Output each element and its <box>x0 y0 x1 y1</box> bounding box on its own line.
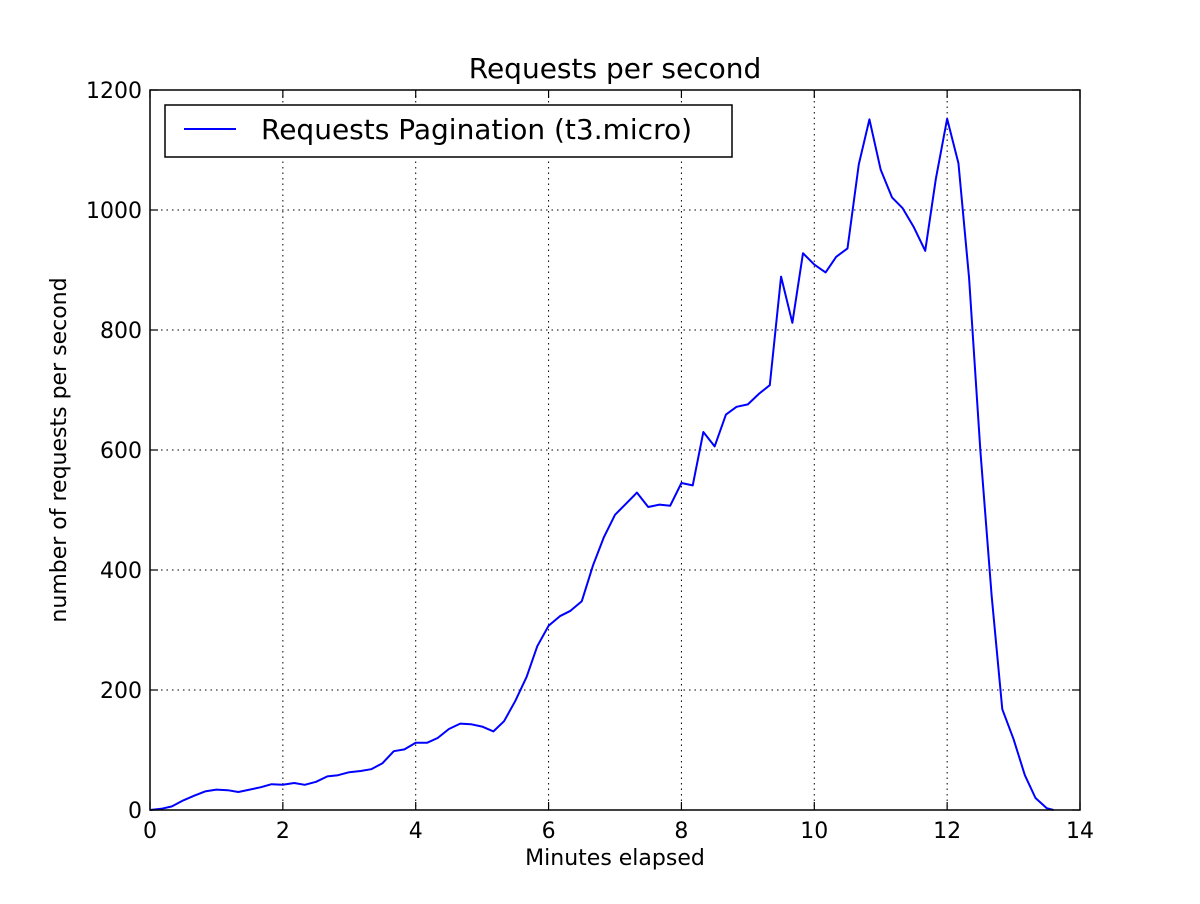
x-axis-label: Minutes elapsed <box>525 846 705 871</box>
y-tick-label: 600 <box>100 439 142 464</box>
legend-box <box>164 104 733 158</box>
x-tick-label: 0 <box>143 819 157 844</box>
tick-marks <box>149 89 1081 811</box>
legend-label: Requests Pagination (t3.micro) <box>261 113 692 146</box>
chart-title: Requests per second <box>469 52 762 85</box>
y-tick-label: 1000 <box>86 199 142 224</box>
y-tick-label: 1200 <box>86 79 142 104</box>
series-layer <box>149 117 1054 811</box>
x-tick-label: 12 <box>933 819 961 844</box>
x-tick-label: 10 <box>800 819 828 844</box>
y-tick-label: 0 <box>128 799 142 824</box>
x-tick-label: 6 <box>542 819 556 844</box>
x-tick-label: 8 <box>674 819 688 844</box>
grid-lines <box>150 90 1080 810</box>
plot-frame <box>149 89 1081 811</box>
x-tick-label: 2 <box>276 819 290 844</box>
y-tick-label: 400 <box>100 559 142 584</box>
x-tick-label: 4 <box>409 819 423 844</box>
x-tick-label: 14 <box>1066 819 1094 844</box>
legend: Requests Pagination (t3.micro) <box>164 104 733 158</box>
series-line <box>149 117 1054 811</box>
y-axis-label: number of requests per second <box>47 277 72 622</box>
y-tick-label: 200 <box>100 679 142 704</box>
x-tick-labels: 0 2 4 6 8 10 12 14 <box>143 819 1094 844</box>
y-tick-labels: 0 200 400 600 800 1000 1200 <box>86 79 142 824</box>
y-tick-label: 800 <box>100 319 142 344</box>
